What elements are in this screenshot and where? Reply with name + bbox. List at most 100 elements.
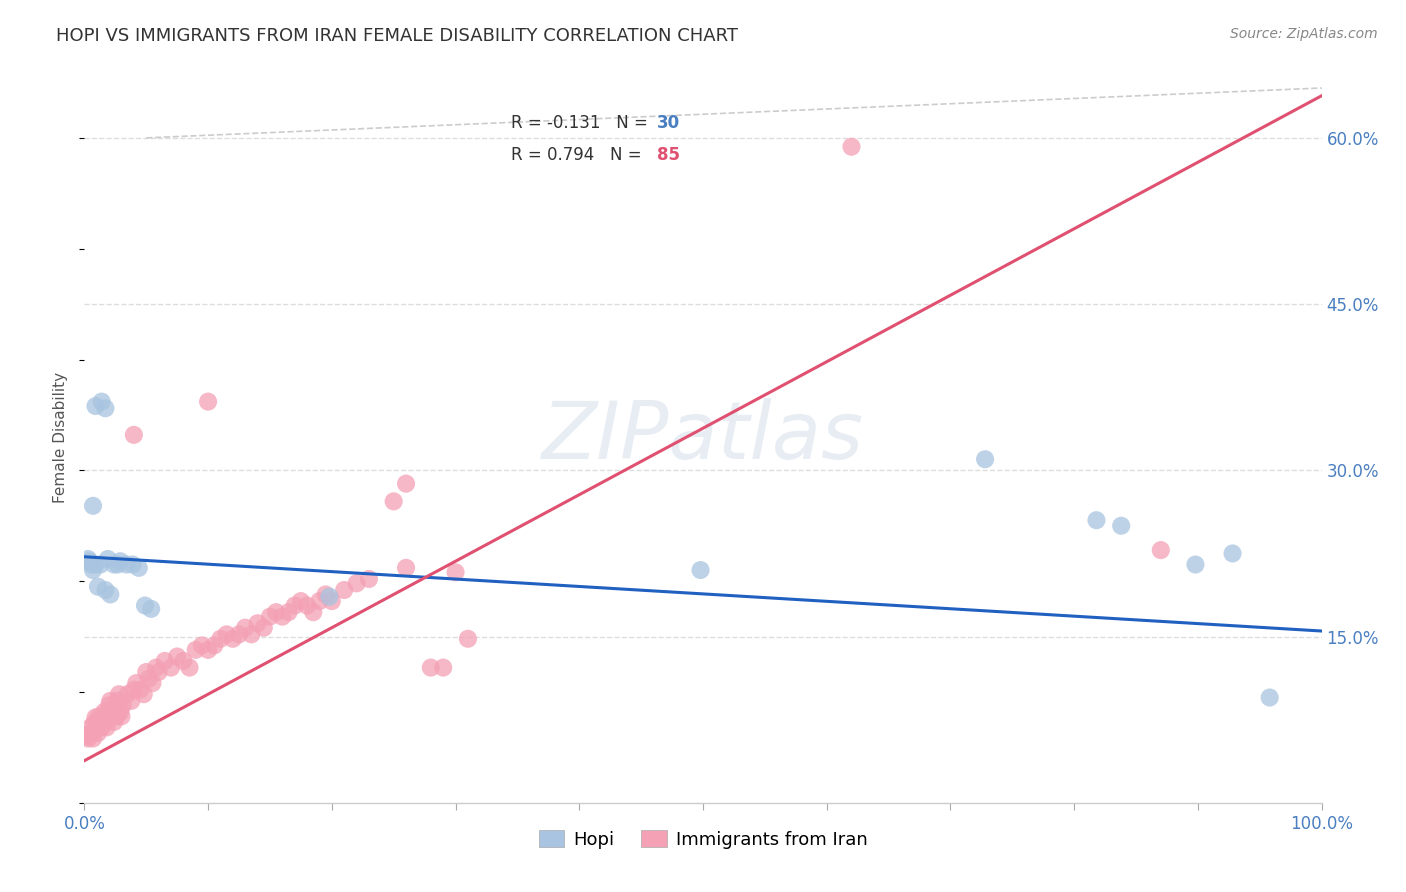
Point <box>259 609 281 624</box>
Point <box>457 632 479 646</box>
Point <box>89 714 111 729</box>
Point <box>79 554 101 568</box>
Point <box>110 554 132 568</box>
Point <box>209 632 232 646</box>
Point <box>104 698 127 713</box>
Point <box>82 499 104 513</box>
Y-axis label: Female Disability: Female Disability <box>53 371 69 503</box>
Point <box>122 428 145 442</box>
Point <box>125 676 148 690</box>
Point <box>382 494 405 508</box>
Point <box>197 643 219 657</box>
Point <box>315 587 337 601</box>
Point <box>83 716 105 731</box>
Point <box>1085 513 1108 527</box>
Point <box>110 705 132 719</box>
Point <box>689 563 711 577</box>
Text: Source: ZipAtlas.com: Source: ZipAtlas.com <box>1230 27 1378 41</box>
Point <box>1150 543 1173 558</box>
Point <box>357 572 380 586</box>
Point <box>80 726 103 740</box>
Point <box>277 605 299 619</box>
Point <box>84 399 107 413</box>
Point <box>321 594 343 608</box>
Point <box>128 561 150 575</box>
Point <box>284 599 307 613</box>
Point <box>82 731 104 746</box>
Point <box>98 694 121 708</box>
Point <box>197 394 219 409</box>
Point <box>108 687 131 701</box>
Point <box>129 682 152 697</box>
Point <box>90 394 112 409</box>
Text: R = -0.131   N =: R = -0.131 N = <box>512 114 654 132</box>
Point <box>202 639 225 653</box>
Point <box>94 714 117 729</box>
Point <box>89 558 111 572</box>
Point <box>76 729 98 743</box>
Point <box>122 682 145 697</box>
Point <box>111 698 134 713</box>
Text: R = 0.794   N =: R = 0.794 N = <box>512 146 647 164</box>
Point <box>1258 690 1281 705</box>
Point <box>98 587 121 601</box>
Point <box>120 694 142 708</box>
Point <box>103 558 125 572</box>
Text: 30: 30 <box>657 114 681 132</box>
Text: 85: 85 <box>657 146 681 164</box>
Point <box>90 721 112 735</box>
Point <box>132 687 155 701</box>
Point <box>84 558 107 572</box>
Point <box>253 621 276 635</box>
Point <box>101 705 124 719</box>
Point <box>100 709 122 723</box>
Point <box>222 632 245 646</box>
Point <box>93 705 115 719</box>
Point <box>135 665 157 679</box>
Point <box>148 665 170 679</box>
Point <box>117 687 139 701</box>
Point <box>318 590 340 604</box>
Point <box>346 576 368 591</box>
Point <box>141 676 163 690</box>
Point <box>172 654 194 668</box>
Point <box>97 552 120 566</box>
Point <box>79 727 101 741</box>
Point <box>1222 546 1244 560</box>
Point <box>84 710 107 724</box>
Point <box>79 721 101 735</box>
Point <box>141 602 163 616</box>
Point <box>246 616 269 631</box>
Point <box>184 643 207 657</box>
Point <box>432 660 454 674</box>
Point <box>91 709 114 723</box>
Point <box>395 476 418 491</box>
Point <box>1109 518 1132 533</box>
Point <box>110 709 132 723</box>
Text: HOPI VS IMMIGRANTS FROM IRAN FEMALE DISABILITY CORRELATION CHART: HOPI VS IMMIGRANTS FROM IRAN FEMALE DISA… <box>56 27 738 45</box>
Point <box>191 639 214 653</box>
Point <box>302 605 325 619</box>
Point <box>96 721 118 735</box>
Point <box>160 660 183 674</box>
Point <box>444 566 467 580</box>
Point <box>1184 558 1206 572</box>
Point <box>89 709 111 723</box>
Point <box>94 401 117 416</box>
Point <box>107 694 129 708</box>
Point <box>77 552 100 566</box>
Point <box>103 714 125 729</box>
Point <box>86 721 108 735</box>
Point <box>97 705 120 719</box>
Point <box>82 563 104 577</box>
Point <box>974 452 997 467</box>
Point <box>228 627 250 641</box>
Point <box>290 594 312 608</box>
Point <box>138 672 160 686</box>
Point <box>419 660 441 674</box>
Point <box>145 660 167 674</box>
Point <box>233 621 256 635</box>
Point <box>179 660 201 674</box>
Point <box>87 580 110 594</box>
Point <box>395 561 418 575</box>
